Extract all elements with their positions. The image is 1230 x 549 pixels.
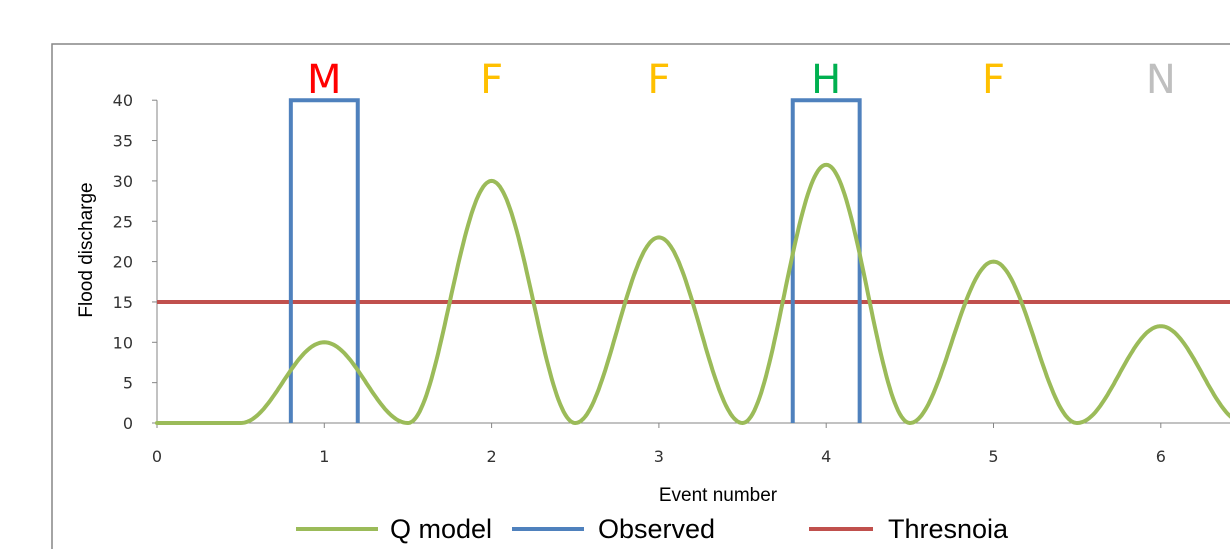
x-tick-label: 2	[487, 447, 497, 466]
x-tick-label: 1	[319, 447, 329, 466]
observed-pulse	[288, 98, 360, 423]
y-axis-ticks: 0 5 10 15 20 25 30 35 40	[113, 91, 157, 433]
event-label: M	[307, 57, 342, 103]
x-axis-ticks: 0 1 2 3 4 5 6	[152, 423, 1166, 466]
event-label: N	[1146, 57, 1176, 103]
y-tick-label: 25	[113, 212, 133, 231]
legend-observed-label: Observed	[598, 514, 715, 544]
y-tick-label: 10	[113, 333, 133, 352]
event-label: H	[811, 57, 841, 103]
x-tick-label: 3	[654, 447, 664, 466]
chart-frame	[51, 43, 1230, 549]
y-tick-label: 35	[113, 132, 133, 151]
y-tick-label: 0	[123, 414, 133, 433]
q-model-line	[155, 162, 1230, 425]
event-label: F	[480, 57, 503, 103]
y-tick-label: 15	[113, 293, 133, 312]
x-tick-label: 5	[988, 447, 998, 466]
x-tick-label: 4	[821, 447, 831, 466]
y-tick-label: 5	[123, 374, 133, 393]
y-tick-label: 40	[113, 91, 133, 110]
series-layer	[155, 98, 1230, 425]
y-tick-label: 30	[113, 172, 133, 191]
legend-threshold-label: Thresnoia	[888, 514, 1009, 544]
x-axis-title: Event number	[659, 485, 778, 506]
y-axis-title: Flood discharge	[76, 182, 97, 317]
event-label: F	[982, 57, 1005, 103]
x-tick-label: 0	[152, 447, 162, 466]
legend: Q model Observed Thresnoia	[296, 514, 1009, 544]
x-tick-label: 6	[1156, 447, 1166, 466]
legend-q-model-label: Q model	[390, 514, 492, 544]
event-label: F	[647, 57, 670, 103]
y-tick-label: 20	[113, 253, 133, 272]
